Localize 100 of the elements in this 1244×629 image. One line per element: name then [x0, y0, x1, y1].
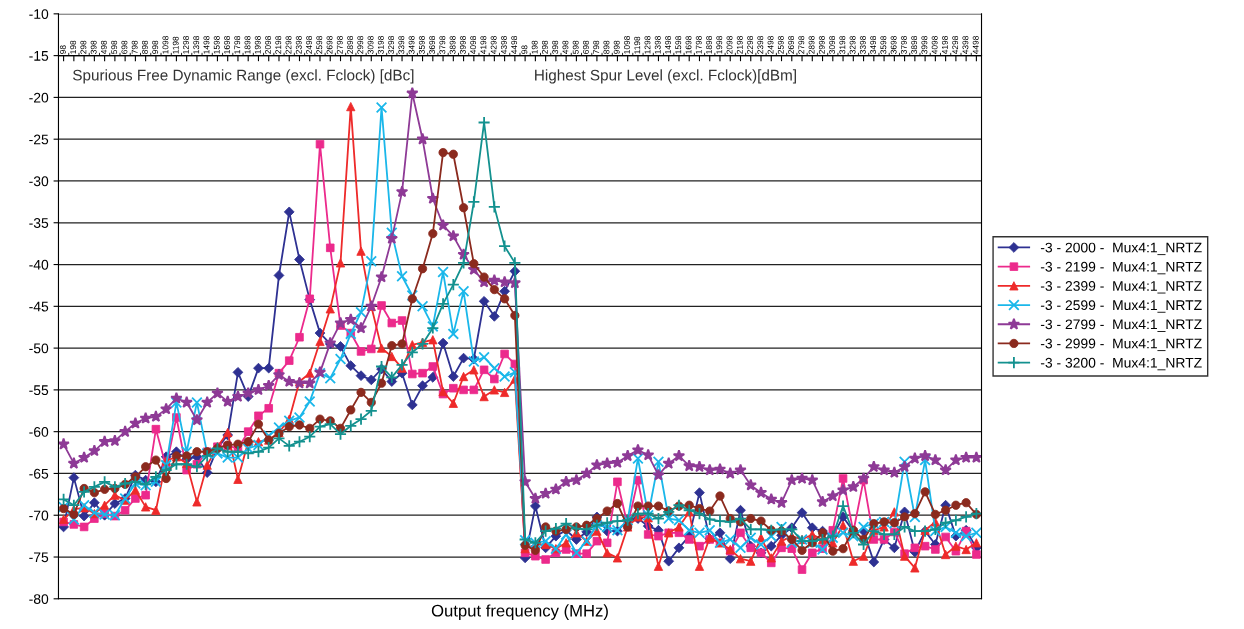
x-tick-label: 4498 [972, 36, 979, 55]
x-tick-label: 3898 [911, 36, 918, 54]
x-tick-label: 4198 [480, 36, 487, 55]
x-axis-title: Output frequency (MHz) [431, 604, 608, 620]
x-tick-label: 298 [80, 40, 87, 54]
x-tick-label: 2398 [757, 36, 764, 54]
x-tick-label: 3398 [398, 36, 405, 54]
x-tick-label: 2998 [818, 36, 825, 54]
x-tick-label: 1698 [224, 36, 230, 54]
x-tick-label: 1698 [685, 36, 692, 54]
x-tick-label: 898 [141, 40, 148, 54]
x-tick-label: 1898 [244, 36, 251, 54]
x-tick-label: 3598 [880, 36, 887, 54]
y-tick-label: -70 [29, 510, 49, 521]
x-tick-label: 298 [541, 40, 548, 54]
x-tick-label: 2298 [285, 36, 292, 54]
annotation: Spurious Free Dynamic Range (excl. Fclock) [dBc] [73, 69, 414, 84]
x-tick-label: 4298 [490, 36, 497, 55]
x-tick-label: 1198 [172, 36, 179, 54]
x-tick-label: 2198 [275, 36, 282, 54]
x-tick-label: 198 [531, 40, 538, 54]
x-tick-label: 98 [521, 45, 528, 54]
x-tick-label: 4398 [962, 36, 969, 55]
x-tick-label: 3398 [859, 36, 866, 54]
x-tick-label: 3698 [890, 36, 897, 54]
x-tick-label: 3298 [388, 36, 395, 54]
x-tick-label: 4098 [470, 36, 477, 55]
x-tick-label: 1998 [254, 36, 261, 54]
x-tick-label: 1998 [716, 36, 723, 54]
x-tick-label: 398 [90, 40, 97, 54]
y-tick-label: -20 [29, 92, 49, 103]
x-tick-label: 1298 [183, 36, 189, 54]
x-tick-label: 1898 [706, 36, 712, 54]
y-tick-label: -25 [29, 134, 49, 145]
x-tick-label: 198 [70, 40, 77, 54]
x-tick-label: 2098 [265, 36, 271, 54]
x-tick-label: 3798 [439, 36, 446, 54]
y-tick-label: -55 [29, 385, 49, 396]
x-tick-label: 3198 [377, 36, 384, 54]
x-tick-label: 1598 [213, 36, 220, 54]
x-tick-label: 2398 [295, 36, 302, 54]
x-tick-label: 2698 [788, 36, 795, 54]
x-tick-label: 598 [572, 40, 579, 54]
x-tick-label: 1398 [193, 36, 200, 54]
x-tick-label: 2598 [316, 36, 323, 54]
x-tick-label: 3898 [449, 36, 456, 54]
x-tick-label: 2598 [777, 36, 784, 54]
y-tick-label: -60 [29, 427, 49, 437]
x-tick-label: 398 [552, 40, 559, 54]
legend-label: -3 - 2799 - Mux4:1_NRTZ [1040, 319, 1202, 332]
x-tick-label: 2498 [767, 36, 774, 54]
x-tick-label: 3498 [408, 36, 415, 54]
annotation: Highest Spur Level (excl. Fclock)[dBm] [535, 69, 796, 84]
x-tick-label: 2998 [357, 36, 364, 54]
x-tick-label: 4498 [511, 36, 518, 55]
x-tick-label: 3598 [418, 36, 425, 54]
x-tick-label: 1098 [162, 36, 169, 54]
x-tick-label: 4198 [941, 36, 948, 55]
x-tick-label: 4398 [500, 36, 507, 55]
x-tick-label: 1498 [665, 36, 671, 54]
x-tick-label: 1198 [634, 36, 641, 54]
x-tick-label: 4098 [931, 36, 938, 55]
legend-label: -3 - 3200 - Mux4:1_NRTZ [1040, 357, 1202, 371]
x-tick-label: 998 [152, 40, 159, 54]
x-tick-label: 1798 [234, 36, 241, 54]
x-tick-label: 98 [59, 45, 66, 54]
x-tick-label: 3998 [459, 36, 466, 54]
legend-label: -3 - 2599 - Mux4:1_NRTZ [1040, 300, 1202, 313]
x-tick-label: 1298 [644, 36, 651, 54]
legend-label: -3 - 2999 - Mux4:1_NRTZ [1040, 338, 1202, 352]
legend-label: -3 - 2199 - Mux4:1_NRTZ [1040, 261, 1202, 275]
y-tick-label: -75 [29, 552, 49, 563]
y-tick-label: -10 [29, 9, 49, 20]
x-tick-label: 498 [100, 40, 107, 55]
y-tick-label: -40 [29, 259, 49, 270]
y-tick-label: -15 [29, 51, 49, 61]
x-tick-label: 3498 [870, 36, 877, 54]
x-tick-label: 598 [111, 40, 118, 54]
y-tick-label: -65 [29, 468, 49, 479]
x-tick-label: 3098 [367, 36, 374, 54]
x-tick-label: 1598 [675, 36, 682, 54]
x-tick-label: 698 [121, 40, 128, 54]
x-tick-label: 898 [603, 40, 610, 54]
y-tick-label: -50 [29, 343, 49, 354]
x-tick-label: 498 [562, 40, 569, 55]
x-tick-label: 2498 [306, 36, 312, 54]
y-tick-label: -45 [29, 301, 49, 312]
x-tick-label: 2898 [808, 36, 815, 54]
x-tick-label: 1098 [624, 36, 630, 54]
x-tick-label: 4298 [952, 36, 959, 55]
x-tick-label: 1798 [695, 36, 702, 54]
x-tick-label: 2298 [747, 36, 753, 54]
x-tick-label: 998 [613, 40, 620, 54]
x-tick-label: 2198 [736, 36, 743, 54]
legend-label: -3 - 2399 - Mux4:1_NRTZ [1040, 281, 1202, 294]
x-tick-label: 798 [131, 40, 138, 54]
x-tick-label: 1498 [203, 36, 210, 54]
x-tick-label: 698 [582, 40, 589, 54]
x-tick-label: 3998 [921, 36, 928, 54]
x-tick-label: 3198 [839, 36, 846, 54]
